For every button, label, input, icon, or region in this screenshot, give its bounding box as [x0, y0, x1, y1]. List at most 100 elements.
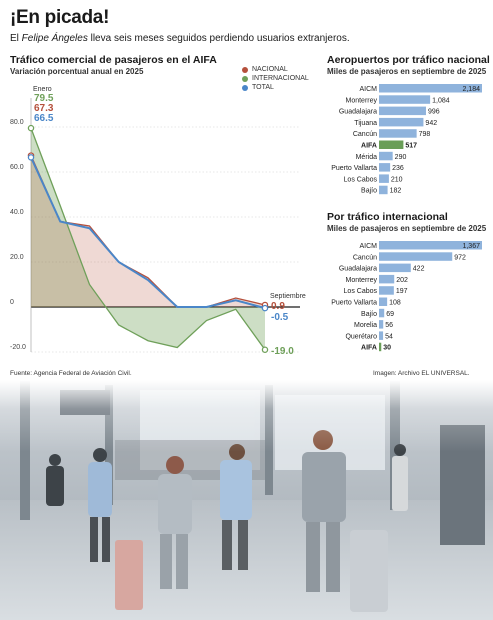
- international-bar-subtitle: Miles de pasajeros en septiembre de 2025: [327, 224, 487, 233]
- legend-swatch-nacional: [242, 66, 248, 73]
- subheadline-airport: Felipe Ángeles: [21, 33, 88, 44]
- bar-category-label: Monterrey: [345, 97, 377, 104]
- bar: [379, 129, 417, 138]
- subheadline-pre: El: [10, 33, 22, 44]
- legend: NACIONAL INTERNACIONAL TOTAL: [242, 66, 309, 91]
- bar-value-label: 798: [419, 131, 431, 138]
- legend-label-nacional: NACIONAL: [252, 66, 288, 73]
- bar-value-label: 2,184: [462, 86, 480, 93]
- area-internacional: [31, 128, 265, 350]
- bar-value-label: 30: [383, 345, 391, 352]
- bar: [379, 308, 385, 318]
- bar: [379, 297, 388, 306]
- y-tick-label: 20.0: [10, 254, 24, 261]
- bar-category-label: Monterrey: [345, 277, 377, 284]
- series-line-internacional: [30, 127, 266, 351]
- bar: [379, 274, 395, 284]
- bar-value-label: 236: [392, 165, 404, 172]
- y-tick-label: 40.0: [10, 209, 24, 216]
- area-nacional: [31, 155, 265, 307]
- line-chart-title: Tráfico comercial de pasajeros en el AIF…: [10, 54, 217, 66]
- bar-category-label: AIFA: [361, 143, 377, 150]
- bar-category-label: Cancún: [353, 131, 377, 138]
- bar: [379, 174, 389, 183]
- bar-category-label: Mérida: [356, 154, 378, 161]
- bar-value-label: 56: [385, 322, 393, 329]
- bar-category-label: Bajío: [361, 311, 377, 318]
- legend-label-internacional: INTERNACIONAL: [252, 75, 309, 82]
- bar-category-label: Querétaro: [345, 333, 377, 340]
- airport-terminal-image: [0, 380, 493, 620]
- image-credit: Imagen: Archivo EL UNIVERSAL.: [373, 370, 470, 377]
- legend-item-nacional: NACIONAL: [242, 66, 309, 73]
- international-bar-title: Por tráfico internacional: [327, 211, 448, 223]
- bar-category-label: Cancún: [353, 254, 377, 261]
- bar: [379, 106, 426, 116]
- series-line-total: [30, 156, 266, 310]
- start-label-total: 66.5: [34, 113, 54, 124]
- bar-value-label: 210: [391, 176, 403, 183]
- bar: [379, 286, 394, 295]
- y-tick-label: -20.0: [10, 344, 26, 351]
- end-point-total: [261, 304, 269, 312]
- national-bar-subtitle: Miles de pasajeros en septiembre de 2025: [327, 67, 487, 76]
- bar-category-label: Tijuana: [354, 120, 377, 127]
- bar: [379, 331, 384, 340]
- legend-swatch-total: [242, 84, 248, 91]
- bar-category-label: Bajío: [361, 188, 377, 195]
- bar-value-label: 182: [390, 188, 402, 195]
- bar: [379, 117, 424, 127]
- legend-item-internacional: INTERNACIONAL: [242, 75, 309, 82]
- end-label-total: -0.5: [271, 312, 289, 323]
- international-bar-chart: AICM 1,367 Cancún 972 Guadalajara 422 Monterre…: [331, 241, 482, 352]
- bar: [379, 320, 384, 329]
- x-end-label: Septiembre: [270, 293, 306, 300]
- bar: [379, 140, 404, 149]
- x-start-label: Enero: [33, 86, 52, 93]
- bar-category-label: AIFA: [361, 345, 377, 352]
- source-note: Fuente: Agencia Federal de Aviación Civi…: [10, 370, 132, 377]
- y-tick-label: 60.0: [10, 164, 24, 171]
- bar-value-label: 108: [389, 300, 401, 307]
- bar-category-label: Los Cabos: [344, 288, 378, 295]
- bar: [379, 342, 382, 352]
- line-chart-subtitle: Variación porcentual anual en 2025: [10, 67, 144, 76]
- bar-category-label: AICM: [360, 243, 378, 250]
- bar-value-label: 517: [405, 143, 417, 150]
- bar: [379, 84, 482, 93]
- subheadline-post: lleva seis meses seguidos perdiendo usua…: [87, 33, 350, 44]
- y-tick-label: 0: [10, 299, 14, 306]
- bar-category-label: Los Cabos: [344, 176, 378, 183]
- legend-item-total: TOTAL: [242, 84, 309, 91]
- bar-value-label: 54: [385, 333, 393, 340]
- national-bar-title: Aeropuertos por tráfico nacional: [327, 54, 490, 66]
- y-tick-label: 80.0: [10, 119, 24, 126]
- legend-label-total: TOTAL: [252, 84, 274, 91]
- bar-value-label: 972: [454, 254, 466, 261]
- headline: ¡En picada!: [10, 7, 110, 28]
- start-label-internacional: 79.5: [34, 93, 54, 104]
- bar-value-label: 996: [428, 109, 440, 116]
- bar: [379, 263, 411, 273]
- bar-value-label: 69: [386, 311, 394, 318]
- legend-swatch-internacional: [242, 75, 248, 82]
- bar: [379, 185, 388, 195]
- end-label-internacional: -19.0: [271, 346, 294, 357]
- start-label-nacional: 67.3: [34, 103, 54, 114]
- bar-value-label: 422: [413, 266, 425, 273]
- bar: [379, 252, 453, 261]
- bar-category-label: Guadalajara: [339, 109, 377, 116]
- bar-value-label: 290: [395, 154, 407, 161]
- bar-value-label: 942: [425, 120, 437, 127]
- bar-category-label: Guadalajara: [339, 266, 377, 273]
- bar: [379, 163, 391, 172]
- bar-category-label: Puerto Vallarta: [331, 165, 377, 172]
- bar-category-label: AICM: [360, 86, 378, 93]
- national-bar-chart: AICM 2,184 Monterrey 1,084 Guadalajara 996 Tij…: [331, 84, 482, 195]
- bar-value-label: 1,367: [462, 243, 480, 250]
- end-point-internacional: [261, 346, 269, 353]
- bar: [379, 151, 393, 161]
- bar: [379, 95, 431, 104]
